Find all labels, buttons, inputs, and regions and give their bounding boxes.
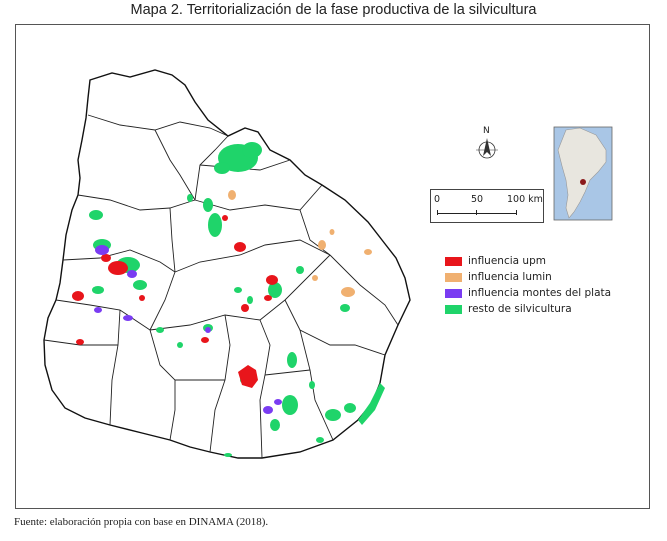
- inset-map: [553, 126, 613, 221]
- legend-label-rest: resto de silvicultura: [468, 303, 572, 315]
- north-arrow-icon: [476, 138, 498, 159]
- legend-item-rest: resto de silvicultura: [445, 303, 572, 315]
- legend-swatch-lumin: [445, 272, 462, 282]
- map-title: Mapa 2. Territorialización de la fase pr…: [130, 2, 537, 18]
- scale-tick-50: [476, 210, 477, 215]
- source-note: Fuente: elaboración propia con base en D…: [14, 516, 269, 528]
- forestry-patches-montes-del-plata: [94, 245, 282, 414]
- legend-item-upm: influencia upm: [445, 255, 546, 267]
- scale-tick-100: [516, 210, 517, 215]
- legend-item-lumin: influencia lumin: [445, 271, 552, 283]
- scale-line: [437, 213, 517, 214]
- legend-swatch-rest: [445, 304, 462, 314]
- legend-swatch-upm: [445, 256, 462, 266]
- forestry-patches-upm: [72, 215, 278, 388]
- legend-label-lumin: influencia lumin: [468, 271, 552, 283]
- legend-swatch-montes-del-plata: [445, 288, 462, 298]
- country-outline: [43, 69, 411, 459]
- scale-tick-0: [437, 210, 438, 215]
- scale-label-50: 50: [471, 194, 484, 205]
- legend-label-upm: influencia upm: [468, 255, 546, 267]
- scale-label-0: 0: [434, 194, 441, 205]
- legend-item-montes-del-plata: influencia montes del plata: [445, 287, 611, 299]
- scale-label-100: 100 km: [507, 194, 543, 205]
- south-america-locator-icon: [557, 127, 607, 219]
- forestry-patches-lumin: [228, 190, 372, 297]
- scale-bar: 0 50 100 km: [430, 189, 544, 223]
- legend-label-montes-del-plata: influencia montes del plata: [468, 287, 612, 299]
- north-arrow-label: N: [483, 126, 490, 136]
